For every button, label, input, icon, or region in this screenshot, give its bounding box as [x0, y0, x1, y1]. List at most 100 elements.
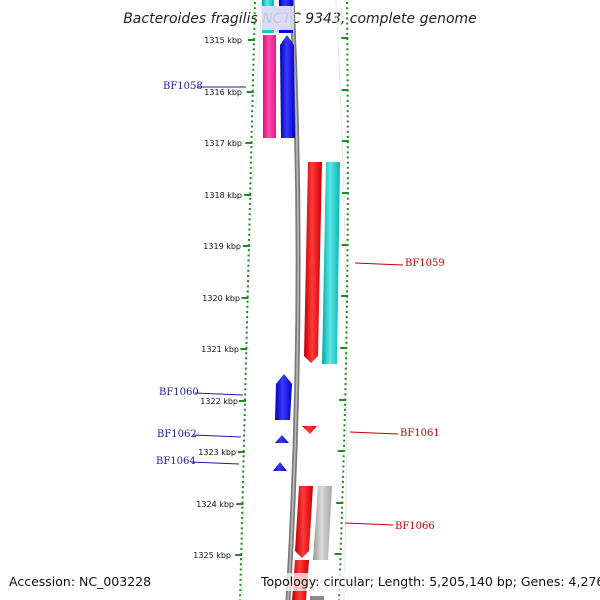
gene-bf1062[interactable]: [275, 435, 289, 443]
ruler-dot: [251, 115, 254, 118]
ruler-major-tick: [334, 553, 342, 555]
ruler-dot: [241, 506, 244, 509]
gene-bf1061[interactable]: [302, 426, 317, 434]
gene-label-bf1061[interactable]: BF1061: [349, 428, 440, 439]
ruler-dot: [346, 74, 349, 77]
ruler-dot: [346, 213, 349, 216]
ruler-dot: [339, 542, 342, 545]
ruler-major-tick: [237, 451, 245, 453]
ruler-dot: [239, 589, 242, 592]
gene-label-bf1062[interactable]: BF1062: [157, 429, 242, 440]
ruler-major-tick: [240, 348, 248, 350]
ruler-dot: [346, 259, 349, 262]
ruler-dot: [342, 475, 345, 478]
gene-label-bf1060[interactable]: BF1060: [159, 387, 244, 398]
gene-top-blue[interactable]: [279, 0, 293, 6]
ruler-dot: [346, 105, 349, 107]
gene-bf1060[interactable]: [275, 374, 292, 420]
ruler-dot: [246, 305, 249, 308]
ruler-dot: [345, 336, 348, 339]
gene-bf1064[interactable]: [273, 462, 287, 471]
gene-bf1059-teal[interactable]: [322, 162, 340, 364]
svg-text:BF1061: BF1061: [400, 428, 440, 439]
ruler-dot: [249, 197, 252, 200]
ruler-dot: [245, 341, 248, 344]
ruler-dot: [249, 187, 252, 190]
gene-bf1058-pink[interactable]: [263, 35, 276, 138]
ruler-dot: [346, 146, 349, 149]
ruler-major-tick: [341, 192, 349, 194]
ruler-dot: [346, 43, 349, 46]
ruler-dot: [253, 7, 256, 10]
gene-bf1066-grey[interactable]: [313, 486, 332, 560]
ruler-major-tick: [340, 347, 348, 349]
map-title: Bacteroides fragilis NCTC 9343, complete…: [123, 11, 477, 27]
ruler-dot: [346, 290, 349, 293]
ruler-dot: [246, 321, 248, 324]
gene-top-teal[interactable]: [262, 0, 274, 6]
ruler-dot: [340, 517, 343, 519]
ruler-dot: [252, 53, 255, 56]
ruler-dot: [344, 367, 347, 370]
svg-text:BF1062: BF1062: [157, 429, 197, 440]
svg-text:BF1064: BF1064: [156, 456, 196, 467]
ruler-dot: [248, 228, 251, 231]
ruler-dot: [253, 12, 256, 15]
ruler-dot: [251, 89, 254, 92]
ruler-dot: [243, 434, 246, 437]
ruler-dot: [346, 264, 349, 267]
gene-blue-upper[interactable]: [280, 35, 295, 138]
ruler-dot: [247, 280, 249, 283]
ruler-dot: [346, 12, 349, 15]
gene-bf1066-red[interactable]: [295, 486, 313, 558]
ruler-dot: [251, 99, 254, 102]
tick-label: 1324 kbp: [196, 500, 234, 509]
gene-label-bf1058[interactable]: BF1058: [163, 81, 246, 92]
ruler-dot: [346, 300, 348, 303]
ruler-dot: [340, 537, 343, 540]
ruler-dot: [346, 269, 349, 272]
ruler-dot: [246, 290, 249, 293]
ruler-dot: [250, 130, 253, 133]
ruler-dot: [346, 84, 349, 87]
ruler-dot: [346, 238, 349, 241]
gene-label-bf1066[interactable]: BF1066: [344, 521, 435, 532]
ruler-dot: [346, 254, 349, 257]
ruler-dot: [249, 177, 252, 180]
ruler-dot: [246, 311, 249, 313]
ruler-dot: [346, 223, 349, 226]
ruler-dot: [341, 486, 344, 489]
ruler-dot: [244, 362, 247, 365]
ruler-dot: [241, 511, 244, 514]
accession-text: Accession: NC_003228: [9, 574, 151, 589]
tick-label: 1316 kbp: [204, 88, 242, 97]
ruler-dot: [346, 161, 349, 164]
ruler-dot: [346, 172, 349, 174]
ruler-dot: [240, 537, 243, 540]
ruler-dot: [240, 532, 243, 535]
ruler-dot: [240, 558, 242, 561]
ruler-dot: [346, 79, 349, 82]
ruler-major-tick: [236, 503, 244, 505]
ruler-dot: [244, 388, 247, 391]
ruler-dot: [253, 32, 256, 35]
ruler-dot: [340, 532, 343, 535]
gene-bottom-grey[interactable]: [310, 596, 324, 600]
ruler-dot: [346, 177, 349, 180]
ruler-dot: [247, 269, 250, 272]
ruler-dot: [253, 27, 256, 30]
ruler-dot: [346, 218, 349, 221]
ruler-dot: [239, 563, 242, 566]
ruler-dot: [346, 68, 349, 71]
ruler-dot: [341, 496, 344, 499]
ruler-dot: [249, 182, 252, 185]
gene-bf1059-red[interactable]: [304, 162, 322, 363]
gene-label-bf1064[interactable]: BF1064: [156, 456, 240, 467]
ruler-dot: [345, 362, 347, 365]
ruler-dot: [248, 223, 251, 226]
gene-label-bf1059[interactable]: BF1059: [354, 258, 445, 269]
ruler-major-tick: [241, 297, 249, 299]
ruler-dot: [247, 275, 250, 277]
ruler-dot: [346, 94, 349, 97]
